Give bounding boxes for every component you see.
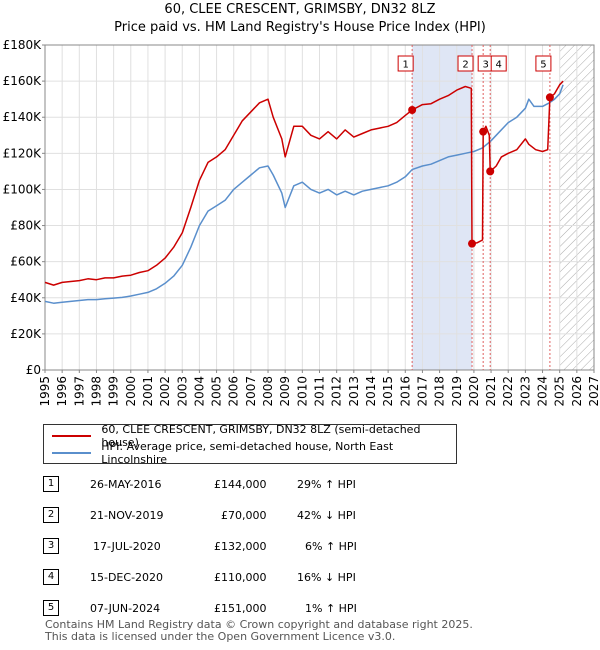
series-line-property xyxy=(44,80,564,286)
chart-subtitle: Price paid vs. HM Land Registry's House … xyxy=(114,20,486,35)
x-tick-label: 2018 xyxy=(433,376,447,407)
footer-line-2: This data is licensed under the Open Gov… xyxy=(45,630,396,643)
x-tick-label: 2010 xyxy=(295,376,309,407)
legend-swatch-property xyxy=(52,435,92,437)
x-tick-label: 1996 xyxy=(55,376,69,407)
x-tick-label: 1998 xyxy=(89,376,103,407)
x-tick-label: 2007 xyxy=(244,376,258,407)
chart-title: 60, CLEE CRESCENT, GRIMSBY, DN32 8LZ xyxy=(164,2,436,17)
sale-point xyxy=(479,127,488,136)
x-tick-label: 2020 xyxy=(467,376,481,407)
x-tick-label: 2015 xyxy=(381,376,395,407)
y-tick-label: £20K xyxy=(10,327,42,341)
price-chart: £0 £20K £40K £60K £80K £100K £120K £140K £160K £1… xyxy=(3,38,600,407)
sale-row: 2 21-NOV-2019 £70,000 42% ↓ HPI xyxy=(43,507,593,525)
x-tick-label: 2025 xyxy=(553,376,567,407)
sale-label: 4 xyxy=(496,60,502,71)
sale-number-box: 1 xyxy=(43,476,59,492)
sale-point xyxy=(408,106,417,114)
sale-point xyxy=(486,167,495,176)
sale-hpi: 6% ↑ HPI xyxy=(305,540,357,553)
x-tick-label: 2017 xyxy=(415,376,429,407)
shaded-band xyxy=(412,45,473,370)
x-tick-label: 1995 xyxy=(38,376,52,407)
sale-date: 17-JUL-2020 xyxy=(93,540,161,553)
x-tick-label: 2004 xyxy=(192,376,206,407)
y-tick-label: £40K xyxy=(10,291,42,305)
sale-row: 1 26-MAY-2016 £144,000 29% ↑ HPI xyxy=(43,476,593,494)
footer-copyright: Contains HM Land Registry data © Crown c… xyxy=(45,619,473,643)
y-tick-label: £120K xyxy=(3,146,43,160)
sale-hpi: 29% ↑ HPI xyxy=(297,478,356,491)
legend-label-hpi: HPI: Average price, semi-detached house,… xyxy=(101,440,394,466)
sale-label: 3 xyxy=(482,60,488,71)
sale-label-box xyxy=(490,55,507,72)
x-tick-label: 2024 xyxy=(536,376,550,407)
sale-number-box: 5 xyxy=(43,600,59,616)
x-tick-label: 1997 xyxy=(72,376,86,407)
y-tick-label: £0 xyxy=(26,363,41,377)
sale-label: 1 xyxy=(402,60,408,71)
legend-item-hpi: HPI: Average price, semi-detached house,… xyxy=(52,440,456,466)
legend-swatch-hpi xyxy=(52,452,92,454)
sale-date: 21-NOV-2019 xyxy=(90,509,164,522)
sale-label-box xyxy=(457,55,474,72)
x-tick-label: 2008 xyxy=(261,376,275,407)
x-tick-label: 2026 xyxy=(570,376,584,407)
sale-row: 3 17-JUL-2020 £132,000 6% ↑ HPI xyxy=(43,538,593,556)
x-tick-label: 2023 xyxy=(518,376,532,407)
x-tick-label: 2006 xyxy=(227,376,241,407)
x-tick-label: 2012 xyxy=(330,376,344,407)
x-tick-label: 2016 xyxy=(398,376,412,407)
x-tick-label: 2022 xyxy=(501,376,515,407)
y-tick-label: £160K xyxy=(3,74,43,88)
sale-number-box: 4 xyxy=(43,569,59,585)
y-tick-label: £80K xyxy=(10,219,42,233)
sale-label: 5 xyxy=(540,60,546,71)
legend-item-property: 60, CLEE CRESCENT, GRIMSBY, DN32 8LZ (se… xyxy=(52,423,456,449)
sale-hpi: 42% ↓ HPI xyxy=(297,509,356,522)
sale-hpi: 16% ↓ HPI xyxy=(297,571,356,584)
sale-price: £151,000 xyxy=(214,602,267,615)
x-tick-label: 2011 xyxy=(313,376,327,407)
x-tick-label: 2003 xyxy=(175,376,189,407)
sale-price: £70,000 xyxy=(221,509,267,522)
sale-row: 5 07-JUN-2024 £151,000 1% ↑ HPI xyxy=(43,600,593,618)
sale-point xyxy=(545,93,554,102)
sale-price: £144,000 xyxy=(214,478,267,491)
y-tick-label: £60K xyxy=(10,255,42,269)
x-tick-label: 2014 xyxy=(364,376,378,407)
x-tick-label: 2001 xyxy=(141,376,155,407)
y-tick-label: £180K xyxy=(3,38,43,52)
sale-row: 4 15-DEC-2020 £110,000 16% ↓ HPI xyxy=(43,569,593,587)
sale-label-box xyxy=(535,55,552,72)
sale-hpi: 1% ↑ HPI xyxy=(305,602,357,615)
chart-legend: 60, CLEE CRESCENT, GRIMSBY, DN32 8LZ (se… xyxy=(43,423,457,466)
y-tick-label: £140K xyxy=(3,110,43,124)
sale-date: 15-DEC-2020 xyxy=(90,571,164,584)
footer-line-1: Contains HM Land Registry data © Crown c… xyxy=(45,618,473,631)
x-tick-label: 1999 xyxy=(107,376,121,407)
x-tick-label: 2013 xyxy=(347,376,361,407)
sale-price: £110,000 xyxy=(214,571,267,584)
sale-price: £132,000 xyxy=(214,540,267,553)
series-line-hpi xyxy=(44,84,564,304)
sale-point xyxy=(468,239,477,248)
sale-date: 07-JUN-2024 xyxy=(90,602,161,615)
legend-label-property: 60, CLEE CRESCENT, GRIMSBY, DN32 8LZ (se… xyxy=(101,423,421,449)
sale-label-box xyxy=(397,55,414,72)
sale-number-box: 2 xyxy=(43,507,59,523)
x-tick-label: 2000 xyxy=(124,376,138,407)
y-tick-label: £100K xyxy=(3,182,43,196)
sale-label: 2 xyxy=(462,60,468,71)
sale-number-box: 3 xyxy=(43,538,59,554)
x-tick-label: 2021 xyxy=(484,376,498,407)
x-tick-label: 2002 xyxy=(158,376,172,407)
x-tick-label: 2005 xyxy=(210,376,224,407)
sale-date: 26-MAY-2016 xyxy=(90,478,162,491)
x-tick-label: 2027 xyxy=(587,376,600,407)
x-tick-label: 2019 xyxy=(450,376,464,407)
x-tick-label: 2009 xyxy=(278,376,292,407)
